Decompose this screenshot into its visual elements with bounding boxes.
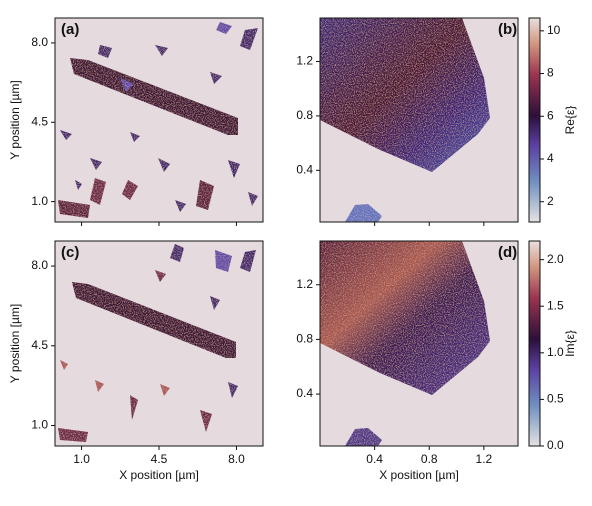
- colorbar-tick-label: 4: [547, 151, 554, 165]
- colorbar-label: Im{ε}: [563, 330, 577, 357]
- y-axis-label: Y position [µm]: [8, 304, 22, 383]
- y-tick-label: 8.0: [31, 258, 48, 272]
- x-tick-label: 0.8: [421, 452, 438, 466]
- y-tick-label: 1.0: [31, 194, 48, 208]
- colorbar-tick-label: 0.0: [547, 438, 564, 452]
- colorbar-re: [528, 17, 541, 223]
- x-tick-label: 4.5: [151, 452, 168, 466]
- colorbar-tick-label: 8: [547, 66, 554, 80]
- colorbar-tick-label: 0.5: [547, 392, 564, 406]
- panel-label: (a): [61, 21, 79, 38]
- y-axis-label: Y position [µm]: [8, 80, 22, 159]
- y-tick-label: 0.4: [296, 386, 313, 400]
- colorbar-tick-label: 1.5: [547, 298, 564, 312]
- colorbar-tick-label: 2: [547, 194, 554, 208]
- panel-label: (d): [498, 244, 517, 261]
- y-tick-label: 1.2: [296, 277, 313, 291]
- y-tick-label: 0.8: [296, 108, 313, 122]
- x-tick-label: 0.4: [366, 452, 383, 466]
- x-tick-label: 1.2: [476, 452, 493, 466]
- colorbar-label: Re{ε}: [563, 106, 577, 135]
- image-a: [55, 18, 263, 222]
- image-c: [55, 241, 263, 446]
- x-axis-label: X position [µm]: [119, 468, 199, 482]
- y-tick-label: 1.0: [31, 418, 48, 432]
- colorbar-tick-label: 10: [547, 23, 561, 37]
- colorbar-tick-label: 6: [547, 108, 554, 122]
- x-axis-label: X position [µm]: [379, 468, 459, 482]
- x-tick-label: 1.0: [73, 452, 90, 466]
- image-d: [320, 241, 518, 446]
- y-tick-label: 1.2: [296, 54, 313, 68]
- colorbar-im: [528, 240, 541, 447]
- y-tick-label: 4.5: [31, 338, 48, 352]
- y-tick-label: 4.5: [31, 114, 48, 128]
- colorbar-tick-label: 1.0: [547, 345, 564, 359]
- panel-label: (b): [498, 21, 517, 38]
- y-tick-label: 8.0: [31, 35, 48, 49]
- x-tick-label: 8.0: [228, 452, 245, 466]
- plot-frame: [319, 240, 519, 447]
- plot-frame: [319, 17, 519, 223]
- y-tick-label: 0.8: [296, 332, 313, 346]
- panel-label: (c): [61, 244, 79, 261]
- y-tick-label: 0.4: [296, 162, 313, 176]
- image-b: [320, 18, 518, 222]
- colorbar-tick-label: 2.0: [547, 252, 564, 266]
